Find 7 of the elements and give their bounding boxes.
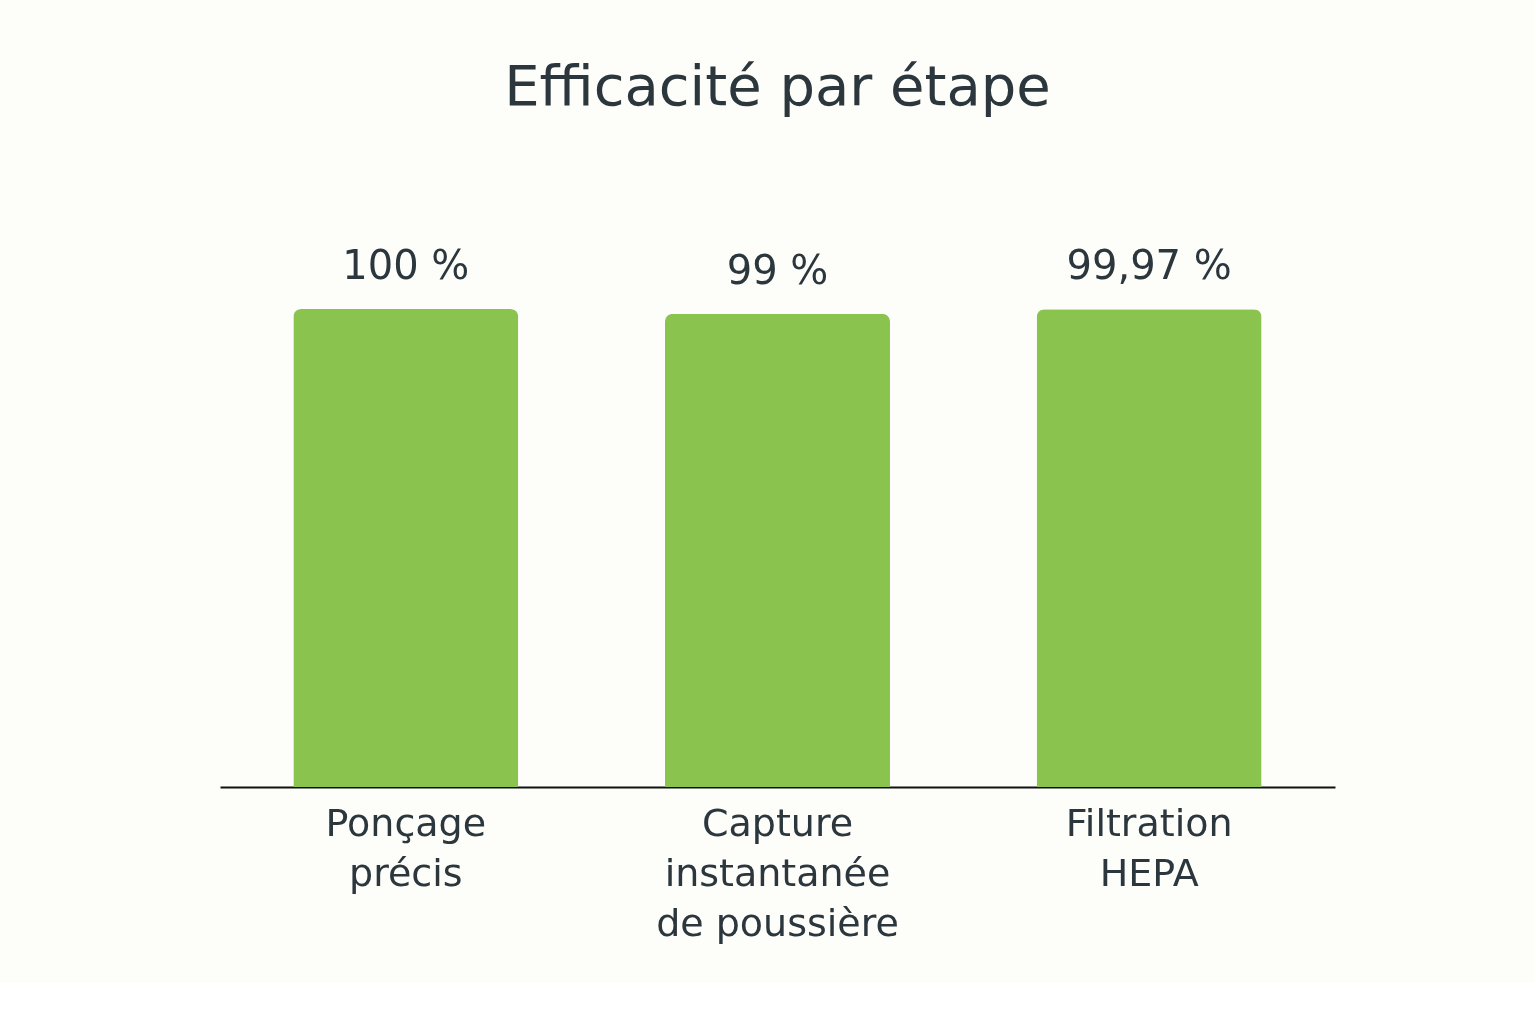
data-label: 99 % bbox=[726, 246, 829, 293]
x-tick-label: Ponçage précis bbox=[325, 800, 487, 895]
x-tick-label: Capture instantanée de poussière bbox=[656, 800, 899, 945]
data-label: 100 % bbox=[342, 242, 470, 288]
data-label: 99,97 % bbox=[1066, 242, 1232, 289]
chart-title: Efficacité par étape bbox=[504, 53, 1051, 118]
x-tick-label: Filtration HEPA bbox=[1065, 800, 1233, 895]
